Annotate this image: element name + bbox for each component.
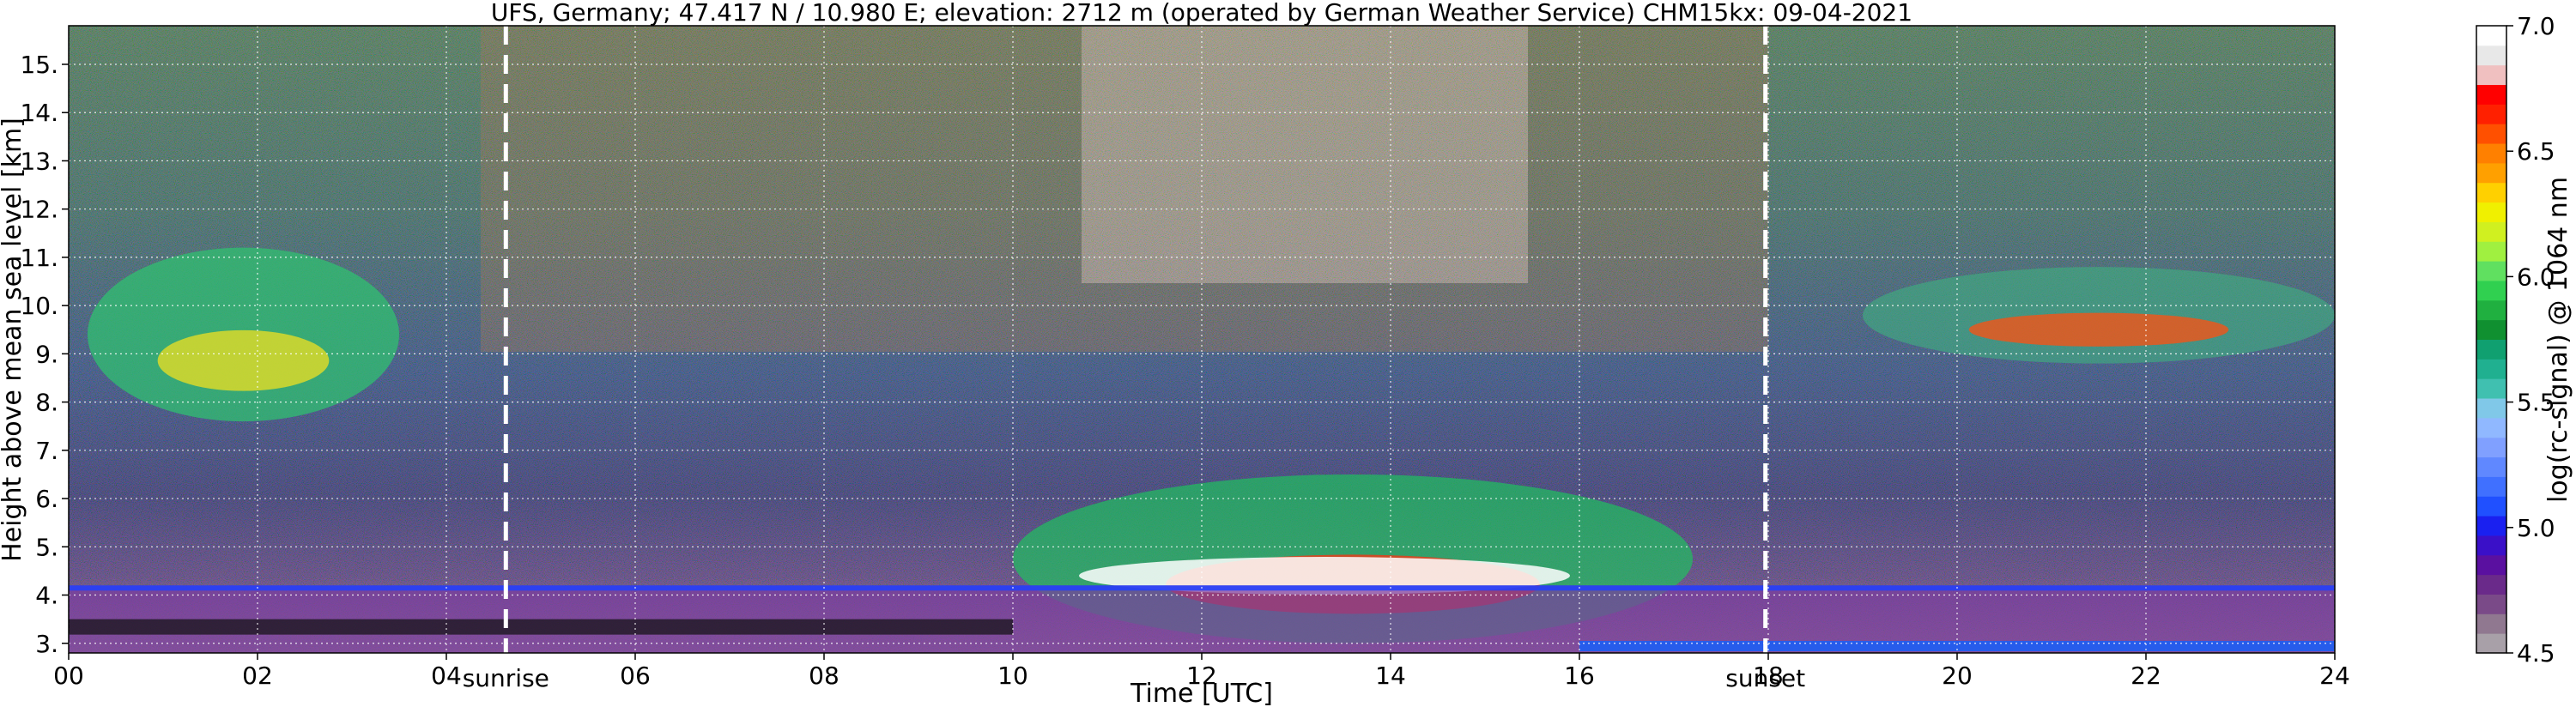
- y-tick-label: 10.: [20, 292, 58, 320]
- colorbar-segment: [2476, 162, 2506, 184]
- y-tick-label: 9.: [35, 340, 58, 368]
- x-tick-label: 06: [620, 662, 651, 690]
- colorbar-segment: [2476, 261, 2506, 281]
- feature-residual-layer: [69, 619, 1013, 635]
- x-tick-label: 04: [431, 662, 462, 690]
- colorbar-segment: [2476, 143, 2506, 164]
- y-tick-label: 13.: [20, 147, 58, 175]
- colorbar-segment: [2476, 476, 2506, 497]
- colorbar-segment: [2476, 280, 2506, 301]
- colorbar-segment: [2476, 104, 2506, 124]
- colorbar-tick-label: 5.5: [2517, 389, 2555, 417]
- sun-event-lines: [503, 26, 1768, 653]
- colorbar-segment: [2476, 299, 2506, 321]
- colorbar-segment: [2476, 496, 2506, 517]
- colorbar-tick-label: 7.0: [2517, 12, 2555, 40]
- colorbar-segment: [2476, 456, 2506, 477]
- colorbar-segment: [2476, 417, 2506, 438]
- colorbar-segment: [2476, 574, 2506, 595]
- colorbar-segment: [2476, 182, 2506, 203]
- colorbar-tick-label: 4.5: [2517, 639, 2555, 668]
- x-tick-label: 20: [1942, 662, 1973, 690]
- colorbar-segment: [2476, 359, 2506, 379]
- colorbar-segment: [2476, 64, 2506, 86]
- feature-cloud-core-3: [1968, 312, 2229, 347]
- x-tick-label: 12: [1186, 662, 1217, 690]
- x-tick-label: 08: [809, 662, 839, 690]
- y-tick-label: 3.: [35, 630, 58, 658]
- colorbar-segment: [2476, 378, 2506, 399]
- colorbar-segment: [2476, 437, 2506, 458]
- colorbar-segment: [2476, 84, 2506, 105]
- y-tick-label: 7.: [35, 437, 58, 465]
- x-tick-label: 02: [242, 662, 273, 690]
- colorbar-segment: [2476, 633, 2506, 654]
- colorbar-segment: [2476, 221, 2506, 242]
- x-tick-label: 00: [53, 662, 84, 690]
- colorbar-segment: [2476, 339, 2506, 360]
- y-tick-label: 12.: [20, 196, 58, 224]
- colorbar-segment: [2476, 202, 2506, 222]
- colorbar-segment: [2476, 613, 2506, 634]
- y-tick-label: 4.: [35, 582, 58, 610]
- y-tick-label: 8.: [35, 389, 58, 417]
- chart-title: UFS, Germany; 47.417 N / 10.980 E; eleva…: [491, 0, 1912, 27]
- y-tick-label: 11.: [20, 244, 58, 272]
- y-tick-label: 14.: [20, 99, 58, 127]
- colorbar-label: log(rc-signal) @ 1064 nm: [2543, 177, 2573, 503]
- feature-cloud-core-1: [157, 329, 330, 391]
- x-axis-label: Time [UTC]: [1130, 679, 1273, 707]
- colorbar-tick-label: 6.5: [2517, 137, 2555, 166]
- colorbar-segment: [2476, 535, 2506, 556]
- x-tick-label: 10: [997, 662, 1028, 690]
- x-tick-label: 22: [2131, 662, 2161, 690]
- sun-event-labels: sunrise sunset: [463, 664, 1805, 692]
- colorbar-tick-label: 5.0: [2517, 514, 2555, 542]
- grid: [69, 26, 2335, 653]
- colorbar-segment: [2476, 45, 2506, 66]
- colorbar: 4.5 5.0 5.5 6.0 6.5 7.0: [2476, 12, 2555, 668]
- colorbar-segment: [2476, 319, 2506, 340]
- colorbar-segment: [2476, 594, 2506, 614]
- x-tick-label: 14: [1375, 662, 1406, 690]
- annotation-label-sunrise: sunrise: [463, 664, 549, 692]
- y-tick-label: 5.: [35, 533, 58, 561]
- y-axis-ticks: 3. 4. 5. 6. 7. 8. 9. 10. 11. 12. 13. 14. 15.: [20, 51, 69, 658]
- colorbar-frame: [2476, 25, 2507, 654]
- colorbar-tick-label: 6.0: [2517, 263, 2555, 291]
- y-axis-label: Height above mean sea level [km]: [0, 118, 27, 562]
- x-tick-label: 24: [2319, 662, 2350, 690]
- x-tick-label: 16: [1564, 662, 1595, 690]
- y-tick-label: 15.: [20, 51, 58, 79]
- x-axis-ticks: 00 02 04 06 08 10 12 14 16 18 20 22 24: [53, 653, 2350, 690]
- colorbar-segment: [2476, 241, 2506, 262]
- colorbar-segment: [2476, 26, 2506, 46]
- y-tick-label: 6.: [35, 485, 58, 513]
- colorbar-segment: [2476, 398, 2506, 419]
- colorbar-segment: [2476, 554, 2506, 576]
- annotation-label-sunset: sunset: [1725, 664, 1805, 692]
- colorbar-segment: [2476, 124, 2506, 144]
- colorbar-segment: [2476, 516, 2506, 536]
- plot-area: [69, 26, 2335, 653]
- x-tick-label: 18: [1753, 662, 1784, 690]
